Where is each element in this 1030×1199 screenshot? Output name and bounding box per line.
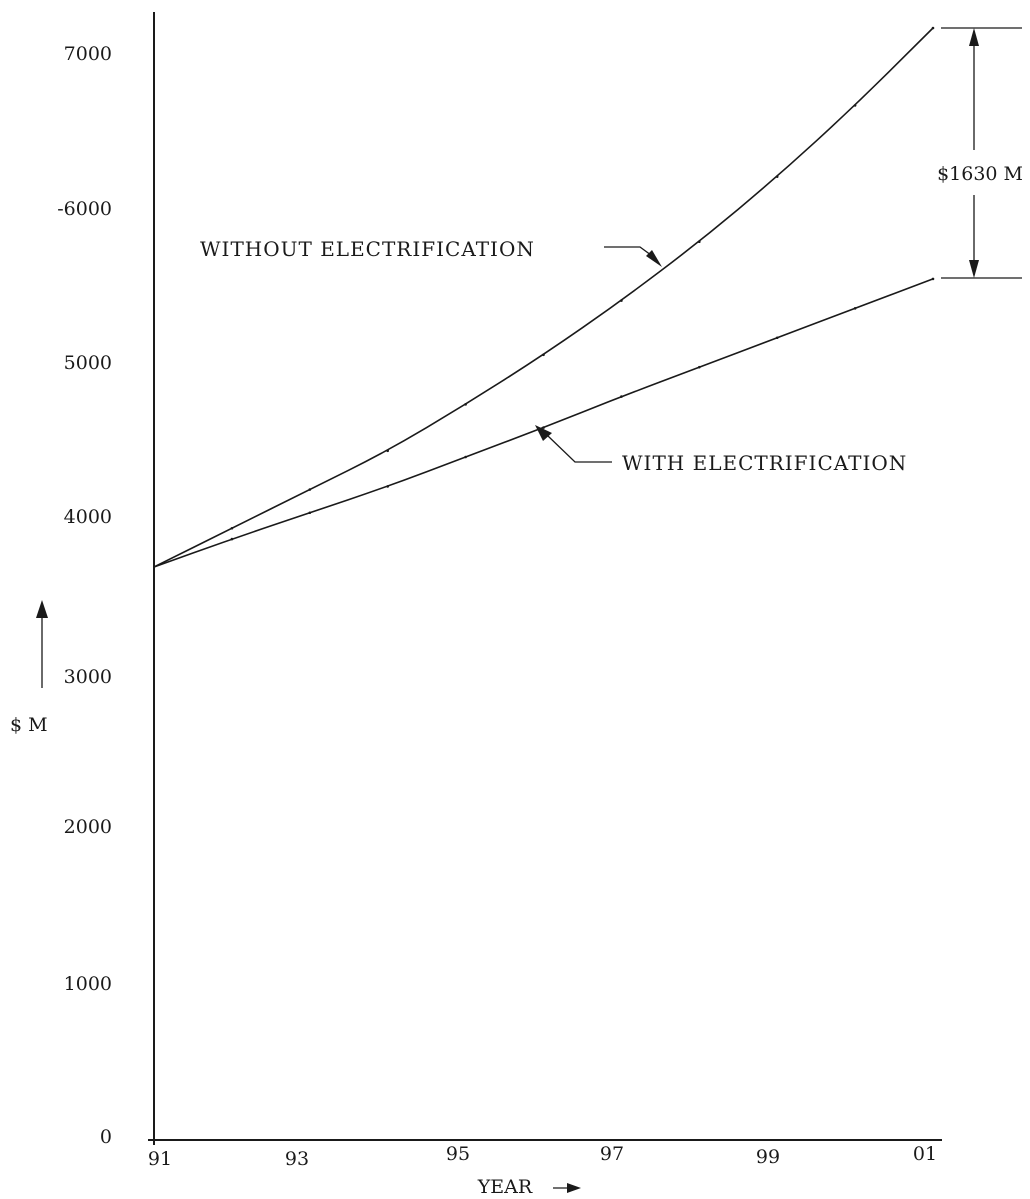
y-tick-label-6000: -6000 xyxy=(57,198,112,220)
y-tick-label-2000: 2000 xyxy=(64,816,112,838)
without-electrification-leader xyxy=(604,246,662,267)
x-tick-label-91: 91 xyxy=(148,1148,172,1170)
point-without-1992 xyxy=(230,526,234,530)
x-axis-title: YEAR xyxy=(477,1176,533,1198)
x-tick-label-97: 97 xyxy=(600,1143,624,1165)
point-with-1992 xyxy=(230,537,234,541)
series-layer xyxy=(153,26,935,568)
series-line-without-electrification xyxy=(153,27,934,568)
point-with-2000 xyxy=(853,307,857,310)
point-without-1993 xyxy=(308,488,312,491)
y-tick-label-0: 0 xyxy=(100,1126,112,1148)
x-axis-arrow-icon xyxy=(553,1183,581,1193)
without-electrification-label: WITHOUT ELECTRIFICATION xyxy=(200,237,535,261)
dimension-up-arrow-icon xyxy=(969,28,979,46)
point-with-1998 xyxy=(698,365,701,369)
y-tick-label-7000: 7000 xyxy=(64,43,112,65)
with-electrification-label: WITH ELECTRIFICATION xyxy=(622,451,907,475)
with-electrification-leader xyxy=(535,425,612,463)
y-tick-label-1000: 1000 xyxy=(64,973,112,995)
y-tick-labels: 0 1000 2000 3000 4000 -6000 5000 7000 xyxy=(57,43,112,1148)
point-with-1999 xyxy=(775,336,779,340)
series-line-with-electrification xyxy=(153,278,934,568)
y-tick-label-4000: 4000 xyxy=(64,506,112,528)
x-tick-label-93: 93 xyxy=(285,1148,309,1170)
difference-label: $1630 M xyxy=(937,163,1023,185)
x-tick-label-01: 01 xyxy=(913,1143,937,1165)
dimension-down-arrow-icon xyxy=(969,260,979,278)
x-tick-label-95: 95 xyxy=(446,1143,470,1165)
point-without-1998 xyxy=(698,240,701,244)
point-without-1994 xyxy=(386,449,390,453)
x-tick-label-99: 99 xyxy=(756,1146,780,1168)
point-without-1997 xyxy=(620,299,623,302)
point-with-1996 xyxy=(542,426,545,429)
point-with-1993 xyxy=(308,511,312,515)
x-tick-labels: 91 93 95 97 99 01 xyxy=(148,1143,937,1170)
y-axis-arrow-icon xyxy=(36,600,48,688)
point-without-2000 xyxy=(853,104,857,107)
point-with-2001 xyxy=(931,277,935,281)
point-with-1995 xyxy=(464,455,467,459)
y-axis-title: $ M xyxy=(10,714,48,736)
point-with-1994 xyxy=(386,485,390,488)
point-without-1999 xyxy=(775,175,779,178)
point-without-2001 xyxy=(931,26,935,30)
point-without-1995 xyxy=(464,403,467,406)
point-without-1996 xyxy=(542,353,545,357)
point-with-1997 xyxy=(620,395,623,398)
difference-dimension xyxy=(941,27,1022,279)
y-tick-label-3000: 3000 xyxy=(64,666,112,688)
y-tick-label-5000: 5000 xyxy=(64,352,112,374)
